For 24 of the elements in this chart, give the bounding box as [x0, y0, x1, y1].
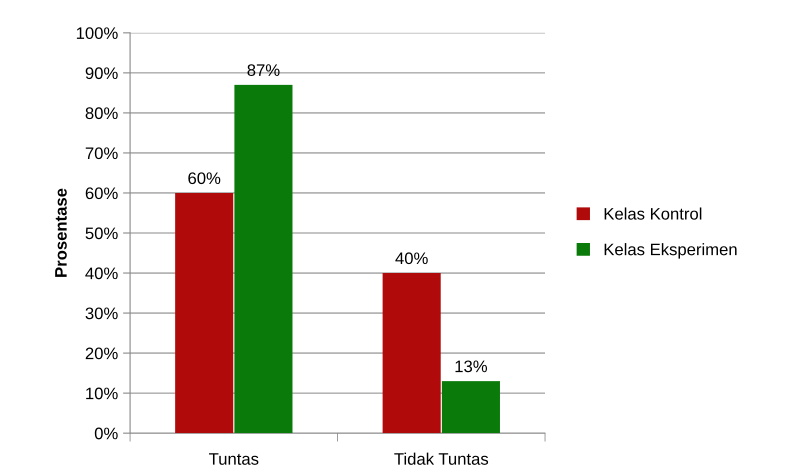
data-label: 60%	[188, 172, 220, 184]
y-tick-label: 90%	[86, 67, 118, 80]
x-tick-label: Tidak Tuntas	[394, 452, 488, 465]
y-tick-label: 40%	[85, 267, 118, 280]
data-label: 13%	[456, 360, 488, 372]
y-axis-title: Prosentase	[55, 188, 67, 277]
data-label: 40%	[395, 252, 428, 264]
y-tick-label: 60%	[86, 187, 118, 200]
y-tick-label: 100%	[76, 27, 118, 40]
bar	[382, 273, 441, 434]
bar	[175, 192, 234, 434]
bar	[234, 84, 292, 434]
y-tick-label: 20%	[86, 348, 118, 360]
y-tick-label: 30%	[86, 307, 118, 320]
legend-label: Kelas Eksperimen	[604, 243, 737, 259]
y-tick-label: 80%	[86, 107, 118, 120]
y-tick-label: 10%	[86, 388, 118, 400]
y-tick-label: 0%	[94, 428, 118, 440]
bar	[442, 381, 500, 434]
y-tick-label: 70%	[86, 147, 118, 160]
y-tick-label: 50%	[86, 227, 118, 240]
x-tick-label: Tuntas	[209, 453, 258, 465]
data-label: 87%	[247, 64, 280, 76]
legend-label: Kelas Kontrol	[604, 207, 702, 220]
